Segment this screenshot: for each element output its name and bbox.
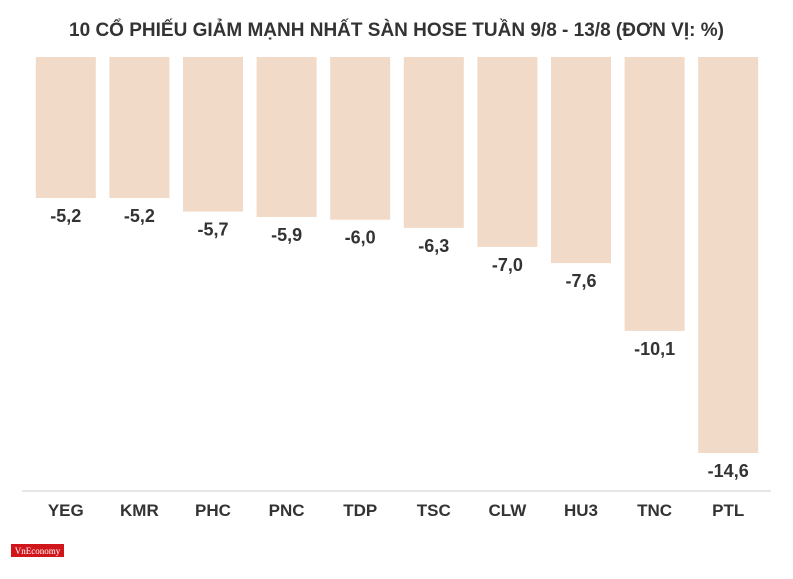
- value-label-tdp: -6,0: [345, 228, 376, 248]
- tick-label-tdp: TDP: [343, 501, 377, 520]
- tick-label-tnc: TNC: [637, 501, 672, 520]
- tick-label-yeg: YEG: [48, 501, 84, 520]
- tick-label-clw: CLW: [489, 501, 528, 520]
- value-label-pnc: -5,9: [271, 225, 302, 245]
- bar-hu3: [551, 57, 611, 264]
- tick-label-ptl: PTL: [712, 501, 744, 520]
- value-labels-group: -5,2 -5,2 -5,7 -5,9 -6,0 -6,3 -7,0 -7,6 -10,1 -14…: [50, 206, 748, 481]
- value-label-kmr: -5,2: [124, 206, 155, 226]
- chart-title: 10 CỔ PHIẾU GIẢM MẠNH NHẤT SÀN HOSE TUẦN…: [69, 19, 724, 41]
- vneconomy-logo: VnEconomy: [11, 544, 64, 557]
- bar-kmr: [109, 57, 170, 198]
- bar-ptl: [698, 57, 759, 453]
- value-label-phc: -5,7: [197, 220, 228, 240]
- bar-pnc: [256, 57, 317, 217]
- bar-phc: [183, 57, 243, 212]
- tick-label-kmr: KMR: [120, 501, 159, 520]
- value-label-ptl: -14,6: [708, 461, 749, 481]
- tick-label-pnc: PNC: [269, 501, 305, 520]
- tick-labels-group: YEG KMR PHC PNC TDP TSC CLW HU3 TNC PTL: [48, 501, 744, 520]
- value-label-yeg: -5,2: [50, 206, 81, 226]
- tick-label-phc: PHC: [195, 501, 231, 520]
- bar-tdp: [330, 57, 391, 220]
- logo-background: [11, 544, 64, 557]
- bar-clw: [477, 57, 538, 247]
- bar-tsc: [403, 57, 464, 228]
- logo-text: VnEconomy: [15, 546, 61, 556]
- bars-group: [35, 57, 759, 453]
- bar-yeg: [35, 57, 96, 198]
- value-label-tsc: -6,3: [418, 236, 449, 256]
- value-label-clw: -7,0: [492, 255, 523, 275]
- tick-label-hu3: HU3: [564, 501, 598, 520]
- tick-label-tsc: TSC: [417, 501, 451, 520]
- value-label-hu3: -7,6: [565, 271, 596, 291]
- bar-tnc: [624, 57, 685, 331]
- value-label-tnc: -10,1: [634, 339, 675, 359]
